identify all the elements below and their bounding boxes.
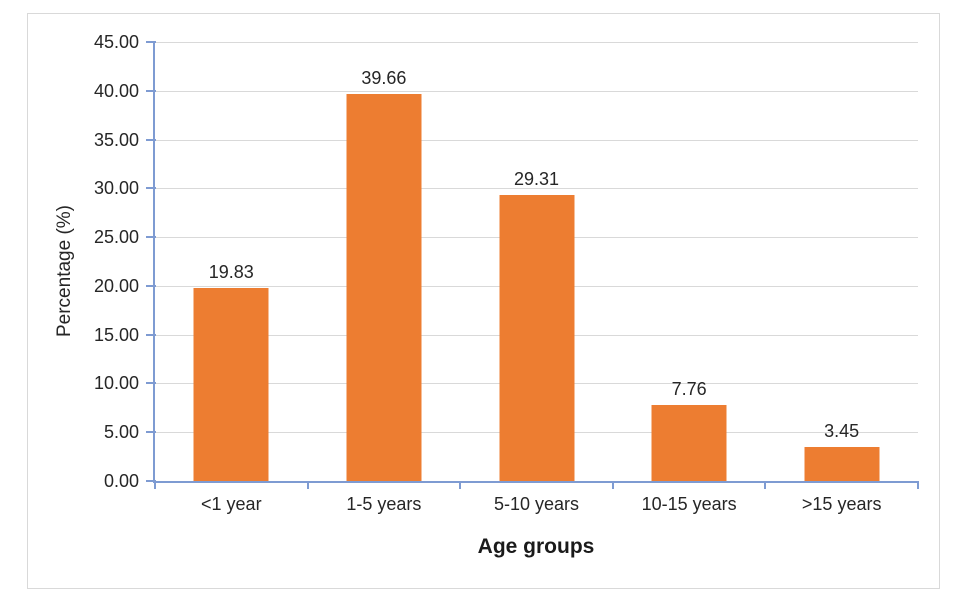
bar [651,405,727,481]
y-axis-tick [146,41,156,43]
bar-value-label: 3.45 [824,421,860,442]
chart-frame: Percentage (%) 45.00 40.00 35.00 30.00 25.00… [27,13,940,589]
bar-value-label: 39.66 [361,68,407,89]
bar [499,195,574,481]
y-tick-label: 35.00 [93,129,139,150]
y-axis-tick [146,431,156,434]
gridline [155,90,918,92]
y-axis-tick [146,480,156,482]
y-axis-tick [146,236,156,239]
bar-value-label: 19.83 [208,261,254,282]
plot-area: 45.00 40.00 35.00 30.00 25.00 20.00 15.00 10.00… [94,33,919,513]
bar-value-label: 29.31 [513,169,560,190]
y-tick-label: 0.00 [103,471,139,491]
x-tick-label: >15 years [801,494,882,514]
x-axis-tick [306,481,309,489]
x-axis-title: Age groups [477,535,595,558]
bar-value-label: 7.76 [671,379,707,400]
y-tick-label: 30.00 [93,178,139,199]
gridline [155,188,918,190]
y-tick-label: 25.00 [93,227,139,248]
y-axis-tick [146,382,156,385]
y-tick-label: 40.00 [93,80,139,101]
x-axis-tick [764,481,767,489]
gridline [155,139,918,141]
y-tick-label: 5.00 [103,422,139,443]
y-axis-tick [146,284,156,287]
y-axis-tick [146,138,156,141]
y-tick-label: 15.00 [93,324,139,345]
x-axis-tick [917,481,919,489]
bar [804,447,880,481]
y-axis-tick [146,89,156,92]
y-axis-tick [146,187,156,190]
y-axis-title: Percentage (%) [54,204,75,338]
bar [193,287,269,481]
x-axis-tick [154,481,156,489]
y-tick-label: 45.00 [93,32,139,52]
y-tick-label: 20.00 [93,275,139,296]
y-axis-line [153,42,155,483]
gridline [155,42,918,43]
y-tick-label: 10.00 [93,373,139,394]
x-axis-tick [459,481,462,489]
x-axis-line [153,481,918,483]
x-axis-tick [611,481,614,489]
x-tick-label: 1-5 years [346,494,422,514]
x-tick-label: 5-10 years [493,494,580,514]
y-axis-tick [146,333,156,336]
x-tick-label: <1 year [201,494,262,514]
bar [346,94,422,481]
x-tick-label: 10-15 years [641,494,737,514]
